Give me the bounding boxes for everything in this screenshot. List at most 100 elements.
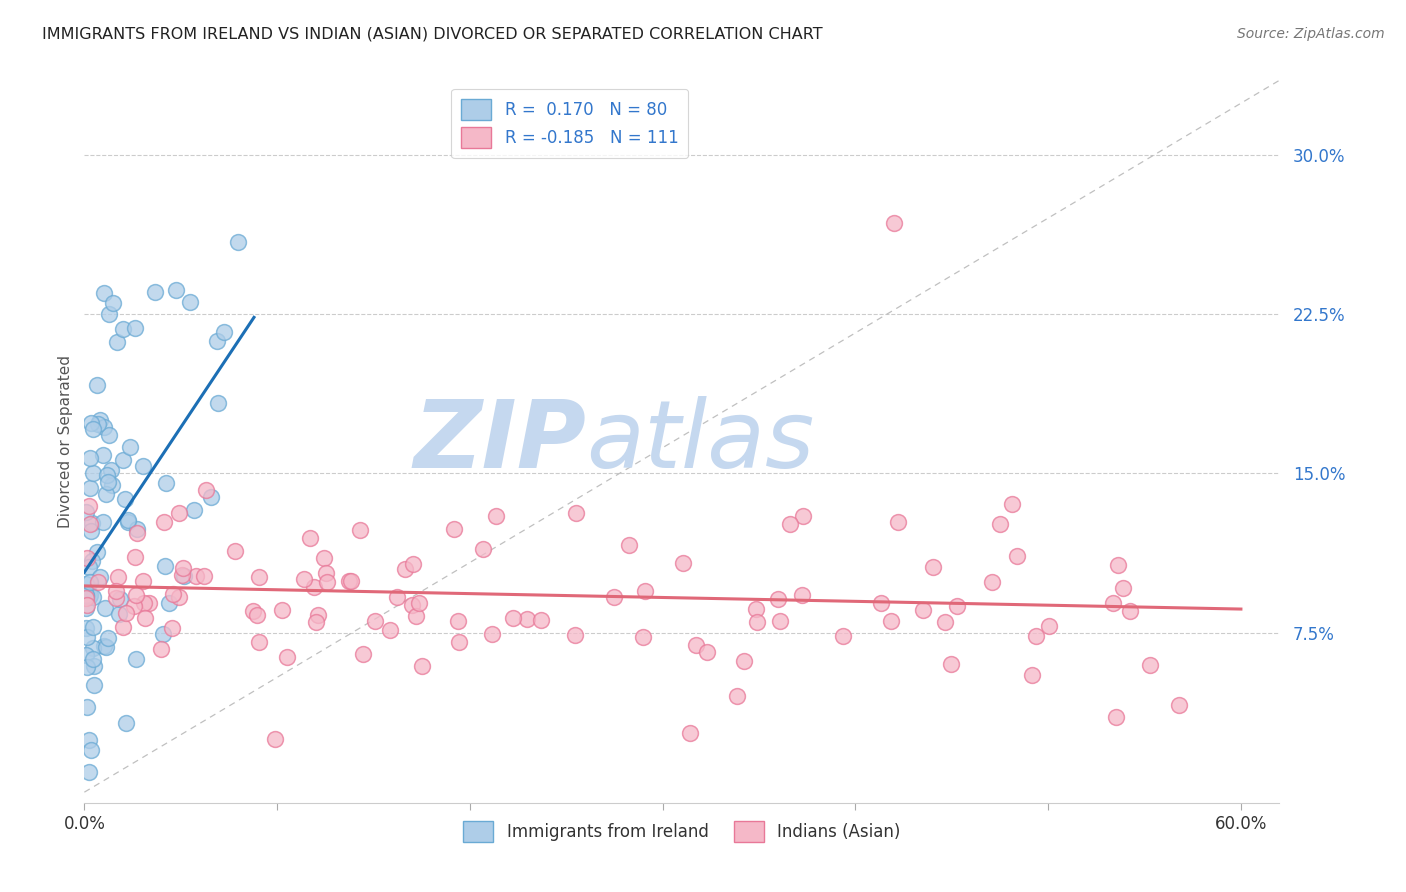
Point [97,475,120,489]
Point [337,574,360,588]
Point [449,635,471,649]
Point [125,522,148,536]
Point [315,574,337,589]
Point [183,503,205,517]
Point [980,575,1002,590]
Point [79,560,101,574]
Point [162,587,184,601]
Point [114,716,136,731]
Point [117,513,139,527]
Point [105,584,128,599]
Point [405,608,427,623]
Point [1025,630,1047,644]
Point [87,417,110,431]
Point [603,590,626,604]
Point [1005,549,1028,564]
Point [80,743,103,757]
Point [792,509,814,524]
Point [79,451,101,466]
Point [75,600,97,615]
Point [125,526,148,541]
Point [82,619,104,633]
Point [82,641,104,656]
Point [118,440,141,454]
Point [79,575,101,590]
Point [679,726,702,740]
Point [411,658,433,673]
Point [80,516,103,530]
Point [111,453,134,467]
Point [224,544,246,558]
Point [79,516,101,531]
Point [307,607,329,622]
Point [502,610,524,624]
Text: IMMIGRANTS FROM IRELAND VS INDIAN (ASIAN) DIVORCED OR SEPARATED CORRELATION CHAR: IMMIGRANTS FROM IRELAND VS INDIAN (ASIAN… [42,27,823,42]
Point [89,570,111,584]
Point [766,592,789,607]
Point [481,627,503,641]
Point [172,561,194,575]
Point [1021,667,1043,681]
Point [76,551,98,566]
Point [101,478,124,492]
Point [75,591,97,606]
Point [883,216,905,230]
Point [887,515,910,529]
Point [172,567,194,582]
Point [134,611,156,625]
Point [247,570,270,584]
Point [105,591,128,605]
Point [242,604,264,618]
Point [108,607,131,621]
Point [340,574,363,588]
Text: atlas: atlas [586,396,814,487]
Legend: Immigrants from Ireland, Indians (Asian): Immigrants from Ireland, Indians (Asian) [457,814,907,848]
Point [82,466,104,480]
Point [276,650,298,665]
Point [193,569,215,583]
Point [76,598,98,612]
Point [82,590,104,604]
Point [228,235,250,249]
Point [1038,619,1060,633]
Point [124,599,146,613]
Point [165,283,187,297]
Point [77,499,100,513]
Point [75,588,97,602]
Point [77,590,100,604]
Point [485,509,508,524]
Point [93,639,115,653]
Point [132,596,155,610]
Point [94,487,117,501]
Point [1001,497,1024,511]
Point [124,321,146,335]
Point [364,614,387,628]
Point [212,325,235,339]
Point [988,516,1011,531]
Point [270,603,292,617]
Point [107,570,129,584]
Point [115,606,138,620]
Point [125,652,148,666]
Point [76,630,98,644]
Point [922,559,945,574]
Point [1111,581,1133,595]
Point [1119,604,1142,618]
Point [685,638,707,652]
Point [91,448,114,462]
Point [131,458,153,473]
Point [939,657,962,672]
Point [77,764,100,779]
Point [93,419,115,434]
Point [312,551,335,566]
Point [108,591,131,606]
Point [769,615,792,629]
Point [75,621,97,635]
Point [747,615,769,629]
Point [75,589,97,603]
Point [114,492,136,507]
Point [76,660,98,674]
Point [97,631,120,645]
Point [79,732,101,747]
Point [349,523,371,537]
